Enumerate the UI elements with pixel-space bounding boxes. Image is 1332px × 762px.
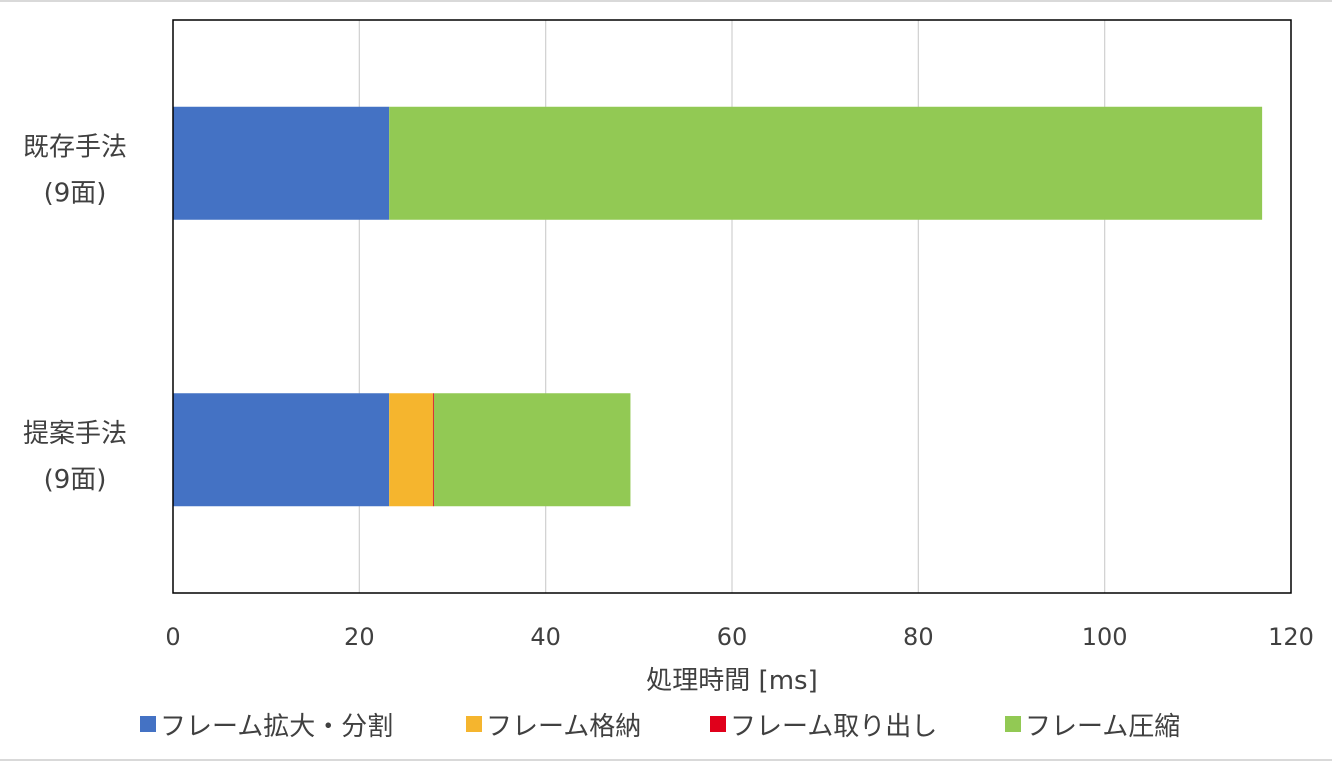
- legend-swatch-3: [1005, 716, 1021, 732]
- bar-cat1-series1: [389, 393, 433, 507]
- x-tick-label-40: 40: [530, 623, 561, 651]
- legend-label-2: フレーム取り出し: [730, 712, 937, 742]
- legend-label-3: フレーム圧縮: [1025, 712, 1180, 742]
- legend-label-1: フレーム格納: [486, 712, 641, 742]
- x-tick-label-100: 100: [1082, 623, 1128, 651]
- bar-cat0-series3: [389, 106, 1263, 220]
- bar-cat1-series0: [173, 393, 390, 507]
- bar-cat0-series0: [173, 106, 390, 220]
- x-tick-labels: 0 20 40 60 80 100 120: [165, 623, 1314, 651]
- x-axis-title: 処理時間 [ms]: [646, 666, 817, 696]
- legend-swatch-0: [140, 716, 156, 732]
- x-tick-label-20: 20: [344, 623, 375, 651]
- plot-area-frame: [172, 19, 1292, 594]
- bars: [173, 106, 1263, 507]
- category-label-0-line1: 既存手法: [23, 132, 127, 162]
- x-tick-label-60: 60: [717, 623, 748, 651]
- category-label-1-line2: (9面): [44, 465, 107, 495]
- x-tick-label-80: 80: [903, 623, 934, 651]
- category-labels: 既存手法 (9面) 提案手法 (9面): [23, 132, 127, 495]
- bar-cat1-series3: [433, 393, 631, 507]
- category-label-0-line2: (9面): [44, 178, 107, 208]
- legend-swatch-1: [466, 716, 482, 732]
- x-tick-label-0: 0: [165, 623, 180, 651]
- bar-cat1-series2: [432, 393, 434, 507]
- legend-swatch-2: [710, 716, 726, 732]
- category-label-1-line1: 提案手法: [23, 419, 127, 449]
- gridlines: [358, 20, 1106, 593]
- x-tick-label-120: 120: [1268, 623, 1314, 651]
- legend-label-0: フレーム拡大・分割: [160, 712, 393, 742]
- legend: フレーム拡大・分割 フレーム格納 フレーム取り出し フレーム圧縮: [140, 712, 1180, 742]
